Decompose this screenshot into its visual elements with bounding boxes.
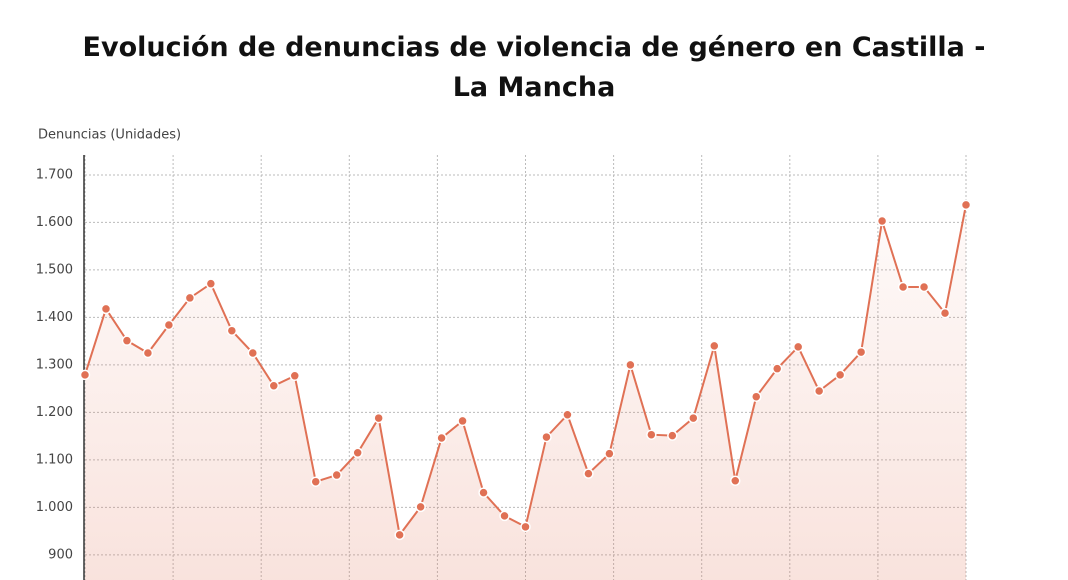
point bbox=[583, 468, 594, 479]
point bbox=[960, 199, 972, 211]
chart-title: Evolución de denuncias de violencia de g… bbox=[82, 32, 986, 103]
point bbox=[184, 292, 196, 304]
y-tick-label: 1.200 bbox=[36, 405, 73, 420]
point bbox=[771, 363, 783, 374]
point bbox=[310, 476, 321, 487]
point bbox=[121, 335, 133, 346]
y-tick-label: 1.300 bbox=[36, 357, 73, 372]
point bbox=[457, 415, 468, 427]
y-tick-label: 1.700 bbox=[36, 167, 73, 182]
point bbox=[897, 281, 909, 293]
point bbox=[436, 432, 447, 444]
y-tick-label: 1.000 bbox=[36, 500, 73, 515]
y-tick-label: 900 bbox=[48, 547, 73, 562]
point bbox=[226, 325, 238, 336]
point bbox=[688, 412, 699, 424]
point bbox=[352, 447, 363, 458]
point bbox=[730, 475, 741, 487]
point bbox=[646, 429, 657, 440]
area bbox=[85, 204, 966, 580]
point bbox=[373, 412, 384, 424]
point bbox=[415, 501, 426, 513]
point bbox=[750, 391, 762, 402]
point bbox=[268, 380, 280, 392]
point bbox=[478, 487, 489, 498]
y-tick-label: 1.400 bbox=[36, 310, 73, 325]
point bbox=[142, 347, 154, 359]
point bbox=[855, 346, 867, 358]
point bbox=[100, 303, 112, 315]
point bbox=[289, 370, 301, 382]
point bbox=[394, 529, 405, 541]
y-tick-label: 1.100 bbox=[36, 452, 73, 467]
point bbox=[79, 369, 91, 381]
y-tick-label: 1.600 bbox=[36, 215, 73, 230]
point bbox=[520, 521, 531, 533]
point bbox=[604, 448, 615, 459]
point bbox=[813, 385, 825, 397]
point bbox=[247, 347, 259, 359]
point bbox=[499, 510, 510, 522]
point bbox=[163, 319, 175, 331]
y-axis-label: Denuncias (Unidades) bbox=[38, 128, 181, 143]
point bbox=[876, 215, 888, 227]
point bbox=[625, 359, 636, 371]
point bbox=[331, 469, 342, 481]
point bbox=[541, 431, 552, 443]
point bbox=[562, 409, 573, 420]
point bbox=[939, 307, 951, 319]
y-tick-label: 1.500 bbox=[36, 262, 73, 277]
point bbox=[667, 430, 678, 441]
point bbox=[205, 278, 217, 289]
point bbox=[834, 369, 846, 381]
point bbox=[709, 340, 720, 352]
point bbox=[918, 281, 930, 293]
point bbox=[792, 341, 804, 353]
